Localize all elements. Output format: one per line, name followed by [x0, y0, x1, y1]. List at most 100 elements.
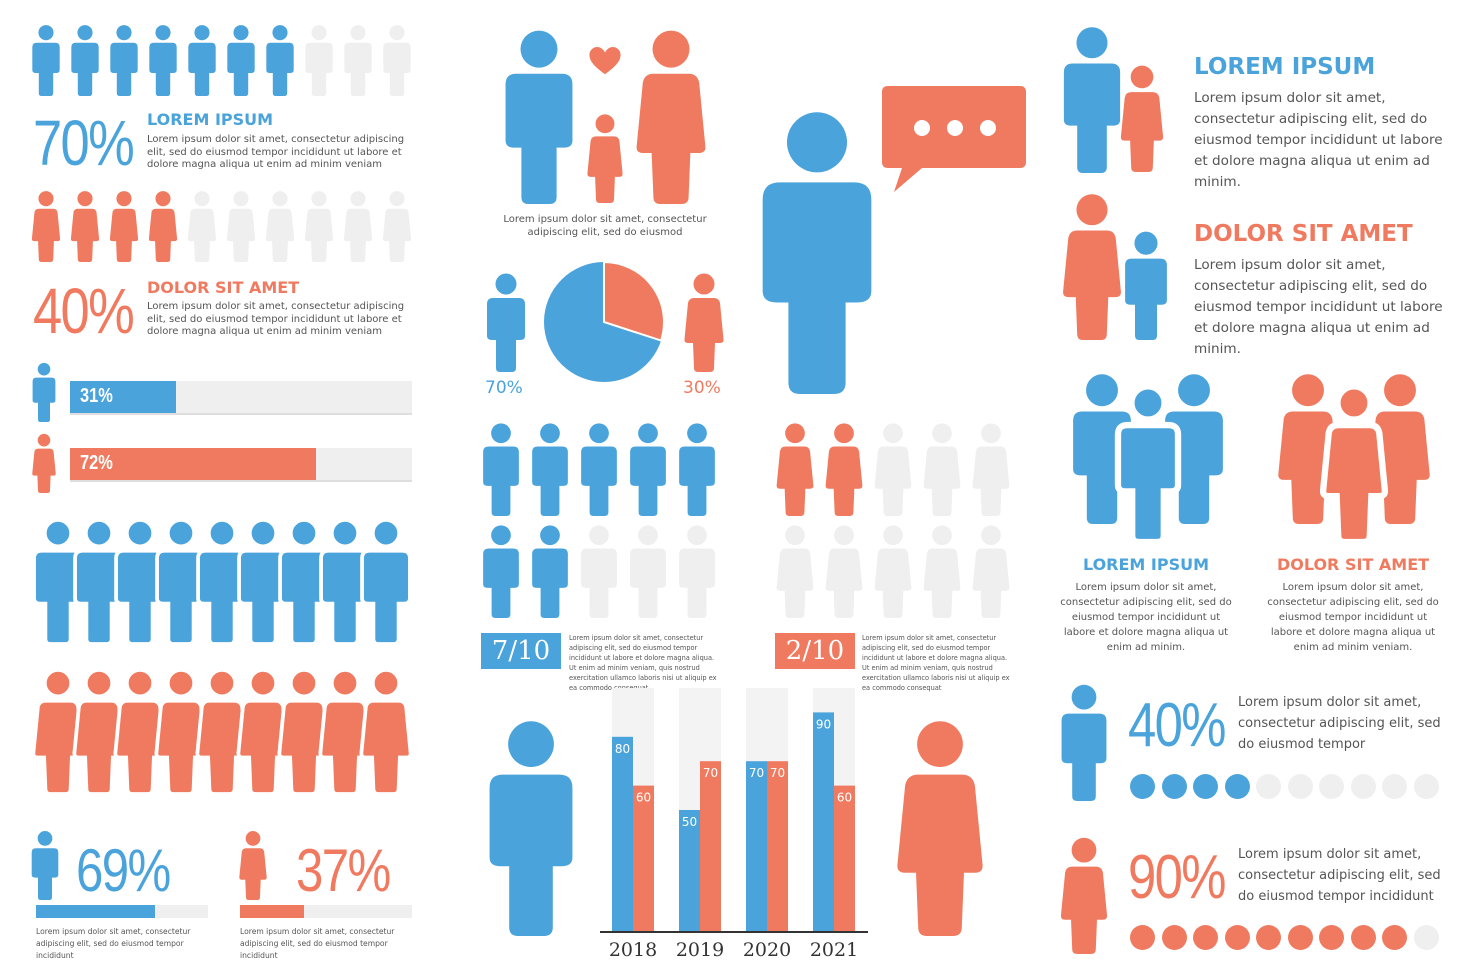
x-tick-label: 2018 [609, 939, 657, 961]
female-person-icon [825, 423, 863, 516]
male-person-icon [630, 525, 666, 618]
x-tick-label: 2019 [676, 939, 724, 961]
female-person-icon [358, 668, 414, 794]
progress-dot [1193, 774, 1218, 799]
female-person-icon [874, 525, 912, 618]
female-group-icon [1276, 372, 1432, 538]
left-bar1-fill: 31% [70, 381, 177, 413]
female-person-icon [923, 525, 961, 618]
left-bottom2-fill [240, 905, 304, 918]
right-group1-title: LOREM IPSUM [1082, 555, 1210, 574]
male-person-icon [532, 423, 568, 516]
pie-female-label: 30% [683, 378, 721, 398]
male-person-icon [110, 25, 138, 96]
female-person-icon [148, 191, 178, 262]
left-bottom1-fill [36, 905, 155, 918]
grid2-fraction-label: 2/10 [785, 636, 845, 666]
bar-value-label: 70 [703, 766, 718, 780]
speech-bubble-icon [882, 86, 1026, 192]
left-stat2-icons [30, 190, 420, 265]
male-person-icon [227, 25, 255, 96]
female-person-icon [825, 525, 863, 618]
female-person-icon [587, 114, 623, 203]
male-person-icon [483, 423, 519, 516]
gender-pie-chart [544, 260, 665, 382]
male-person-icon [344, 25, 372, 96]
male-person-icon [305, 25, 333, 96]
progress-dot [1161, 925, 1187, 950]
left-bar2-fill: 72% [70, 448, 317, 480]
grid1-text: Lorem ipsum dolor sit amet, consectetur … [569, 634, 717, 692]
right-dots1-row [1130, 774, 1444, 800]
female-person-icon [265, 191, 295, 262]
left-bottom1-text: Lorem ipsum dolor sit amet, consectetur … [36, 927, 191, 960]
right-dots2-text: Lorem ipsum dolor sit amet, consectetur … [1238, 847, 1441, 904]
female-person-icon [239, 831, 267, 900]
female-person-icon [972, 525, 1010, 618]
right-group2-title: DOLOR SIT AMET [1276, 555, 1430, 574]
left-stat1-icons [30, 24, 420, 99]
female-person-icon [31, 191, 61, 262]
left-bottom2-value: 37% [296, 837, 391, 904]
male-group-icon [1070, 372, 1226, 538]
left-bar1-label: 31% [80, 385, 113, 407]
bar-value-label: 50 [682, 815, 697, 829]
left-stat2-title: DOLOR SIT AMET [147, 278, 300, 297]
male-person-icon [383, 25, 411, 96]
female-person-icon [187, 191, 217, 262]
female-grid [774, 422, 1014, 622]
right-dots2-row [1130, 925, 1444, 951]
grid2-fraction: 2/10 [775, 633, 855, 669]
progress-dot [1130, 774, 1155, 799]
progress-dot [1287, 774, 1313, 799]
male-person-icon [483, 525, 519, 618]
progress-dot [1161, 774, 1187, 799]
grid2-text: Lorem ipsum dolor sit amet, consectetur … [862, 634, 1010, 692]
female-person-icon [776, 423, 814, 516]
male-person-icon [32, 25, 60, 96]
male-person-icon [188, 25, 216, 96]
progress-dot [1224, 774, 1250, 799]
heart-icon [589, 47, 621, 75]
right-dots1-text: Lorem ipsum dolor sit amet, consectetur … [1238, 695, 1441, 752]
female-person-icon [304, 191, 334, 262]
pie-male-label: 70% [485, 378, 523, 398]
right-dots1-value: 40% [1128, 691, 1226, 760]
male-person-icon [358, 518, 414, 644]
male-person-icon [487, 273, 525, 372]
male-person-icon [679, 423, 715, 516]
bar-value-label: 90 [816, 717, 831, 731]
female-person-icon [70, 191, 100, 262]
progress-dot [1382, 774, 1407, 799]
left-bar2-track: 72% [70, 448, 412, 482]
bar-2019-male [679, 810, 700, 932]
left-stat2-value: 40% [33, 275, 135, 347]
female-person-icon [897, 721, 983, 936]
right-block2-title: DOLOR SIT AMET [1194, 221, 1413, 247]
female-person-icon [776, 525, 814, 618]
grid1-fraction: 7/10 [481, 633, 561, 669]
female-person-icon [1060, 837, 1108, 954]
male-person-icon [581, 525, 617, 618]
female-person-icon [109, 191, 139, 262]
x-tick-label: 2020 [743, 939, 791, 961]
male-person-icon [505, 30, 573, 204]
bar-2020-female [767, 761, 788, 932]
progress-dot [1256, 774, 1281, 799]
female-person-icon [1063, 194, 1121, 340]
progress-dot [1319, 925, 1344, 950]
left-bar2-label: 72% [80, 452, 113, 474]
male-person-icon [266, 25, 294, 96]
progress-dot [1224, 925, 1250, 950]
x-tick-label: 2021 [810, 939, 858, 961]
bar-value-label: 70 [770, 766, 785, 780]
progress-dot [1350, 925, 1376, 950]
male-person-icon [32, 362, 56, 422]
right-group1-text: Lorem ipsum dolor sit amet, consectetur … [1060, 582, 1232, 653]
bar-value-label: 80 [615, 742, 630, 756]
progress-dot [1256, 925, 1281, 950]
bar-2020-male [746, 761, 767, 932]
bar-value-label: 60 [837, 791, 852, 805]
female-person-icon [923, 423, 961, 516]
female-crowd [30, 668, 414, 796]
